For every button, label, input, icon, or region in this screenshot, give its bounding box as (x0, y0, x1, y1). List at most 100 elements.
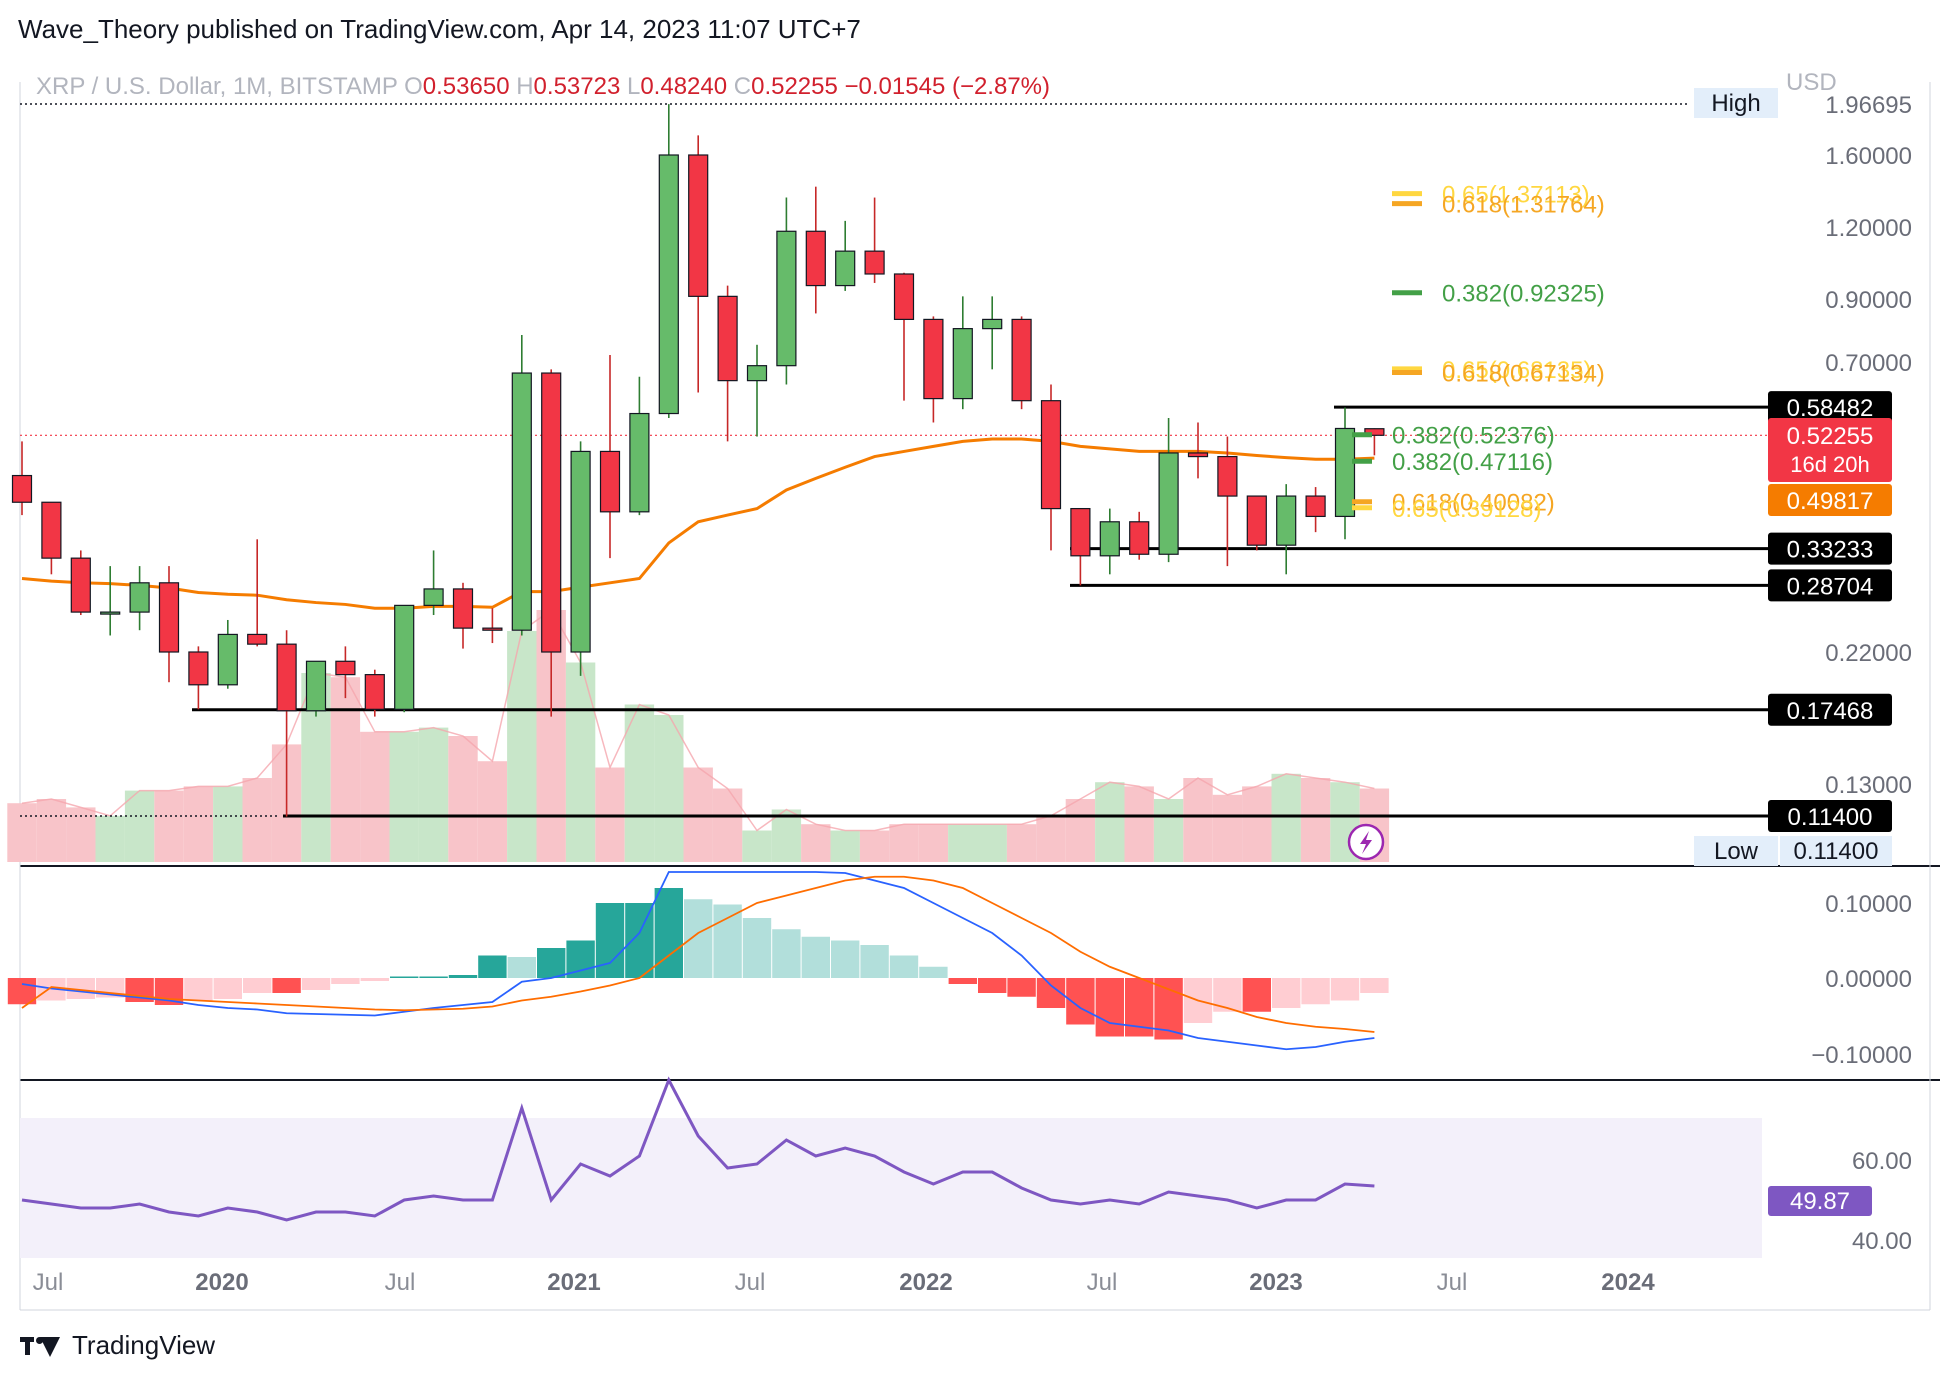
volume-bar (1006, 824, 1037, 862)
macd-histogram-bar (978, 978, 1007, 993)
macd-line (21, 871, 1375, 1051)
close-label: C (734, 73, 751, 100)
candle-body (893, 273, 915, 321)
candle-body (100, 611, 121, 615)
candle-body (1364, 428, 1385, 436)
candle-body (129, 582, 150, 613)
candle-body (423, 588, 444, 606)
price-level-label: 0.33233 (1787, 537, 1874, 564)
fib-level-label: 0.618(0.67134) (1442, 361, 1605, 388)
currency-label: USD (1786, 69, 1837, 96)
fib-level-label: 0.382(0.92325) (1442, 281, 1605, 308)
price-axis-tick: 1.96695 (1825, 92, 1912, 119)
fib-level-label: 0.618(1.31764) (1442, 192, 1605, 219)
price-axis-tick: 0.70000 (1825, 350, 1912, 377)
macd-histogram-bar (360, 978, 389, 981)
ema-price-badge (1768, 484, 1892, 516)
volume-bar (242, 778, 272, 862)
time-axis-tick: 2021 (547, 1269, 600, 1296)
tradingview-footer[interactable]: TradingView (20, 1330, 215, 1361)
macd-histogram-bar (713, 904, 742, 978)
macd-histogram-bar (919, 966, 948, 978)
volume-bar (448, 736, 478, 862)
macd-histogram-bar (66, 978, 95, 999)
high-badge-bg (1694, 88, 1778, 118)
volume-bar (389, 731, 419, 862)
price-level-badge (1768, 391, 1892, 424)
macd-histogram-bar (566, 940, 595, 978)
volume-bar (830, 830, 860, 862)
volume-bar (1183, 778, 1213, 862)
high-value: 0.53723 (534, 73, 627, 100)
candle-body (217, 633, 238, 686)
candle-body (41, 501, 62, 559)
price-level-badge (1768, 532, 1892, 565)
fib-level-label: 0.65(0.68135) (1442, 357, 1591, 384)
price-level-label: 0.17468 (1787, 698, 1874, 725)
candle-body (1334, 427, 1356, 518)
candle-body (305, 660, 327, 712)
volume-bar (918, 824, 949, 862)
macd-histogram-bar (654, 888, 683, 978)
macd-histogram-bar (801, 936, 830, 978)
candle-body (1305, 495, 1326, 518)
tradingview-brand: TradingView (72, 1330, 216, 1360)
macd-histogram-bar (331, 978, 360, 984)
time-axis-tick: Jul (1437, 1269, 1468, 1296)
volume-bar (742, 830, 772, 862)
macd-histogram-bar (537, 948, 566, 978)
candle-body (364, 674, 385, 710)
macd-histogram-bar (831, 940, 860, 978)
time-axis-tick: Jul (1087, 1269, 1118, 1296)
volume-bar (95, 815, 125, 862)
candle-body (247, 633, 268, 645)
candle-body (70, 557, 91, 613)
price-level-label: 0.28704 (1787, 573, 1874, 600)
candle-body (746, 365, 768, 382)
publisher-caption: Wave_Theory published on TradingView.com… (18, 14, 861, 44)
volume-bar (565, 662, 596, 862)
fib-level-label: 0.65(0.39128) (1392, 496, 1541, 523)
macd-histogram-bar (1272, 978, 1301, 1008)
candle-body (629, 412, 650, 513)
candle-body (1099, 521, 1120, 557)
candle-body (276, 643, 297, 712)
time-axis-tick: 2023 (1249, 1269, 1302, 1296)
low-value: 0.48240 (640, 73, 733, 100)
ema-price-label: 0.49817 (1787, 488, 1874, 515)
volume-bar (1242, 786, 1272, 862)
candle-body (776, 230, 797, 367)
volume-bar (654, 715, 684, 862)
candle-body (658, 154, 679, 415)
time-axis-tick: Jul (385, 1269, 416, 1296)
macd-histogram-bar (213, 978, 242, 999)
candle-body (158, 582, 180, 653)
candle-body (482, 627, 503, 631)
candle-body (952, 328, 973, 400)
candle-body (805, 230, 826, 287)
candle-body (1246, 495, 1267, 546)
macd-histogram-bar (772, 929, 801, 978)
volume-bar (477, 761, 508, 862)
fib-level-label: 0.618(0.40082) (1392, 490, 1555, 517)
macd-histogram-bar (184, 978, 213, 1001)
volume-bar (7, 803, 37, 862)
volume-bar (124, 790, 155, 862)
macd-histogram-bar (243, 978, 272, 993)
volume-bar (1124, 786, 1154, 862)
macd-histogram-bar (390, 976, 419, 978)
price-level-badge (1768, 569, 1892, 602)
symbol-header: XRP / U.S. Dollar, 1M, BITSTAMP O0.53650… (36, 73, 1050, 100)
macd-histogram-bar (448, 975, 478, 978)
volume-bar (360, 731, 390, 862)
volume-bar (977, 824, 1007, 862)
volume-bar (1095, 782, 1125, 862)
macd-histogram-bar (1360, 978, 1389, 993)
low-label: Low (1714, 838, 1759, 865)
macd-histogram-bar (507, 957, 536, 978)
price-level-label: 0.11400 (1788, 804, 1873, 831)
macd-histogram-bar (1007, 978, 1036, 997)
volume-bar (801, 824, 831, 862)
low-value-bg (1780, 836, 1892, 866)
